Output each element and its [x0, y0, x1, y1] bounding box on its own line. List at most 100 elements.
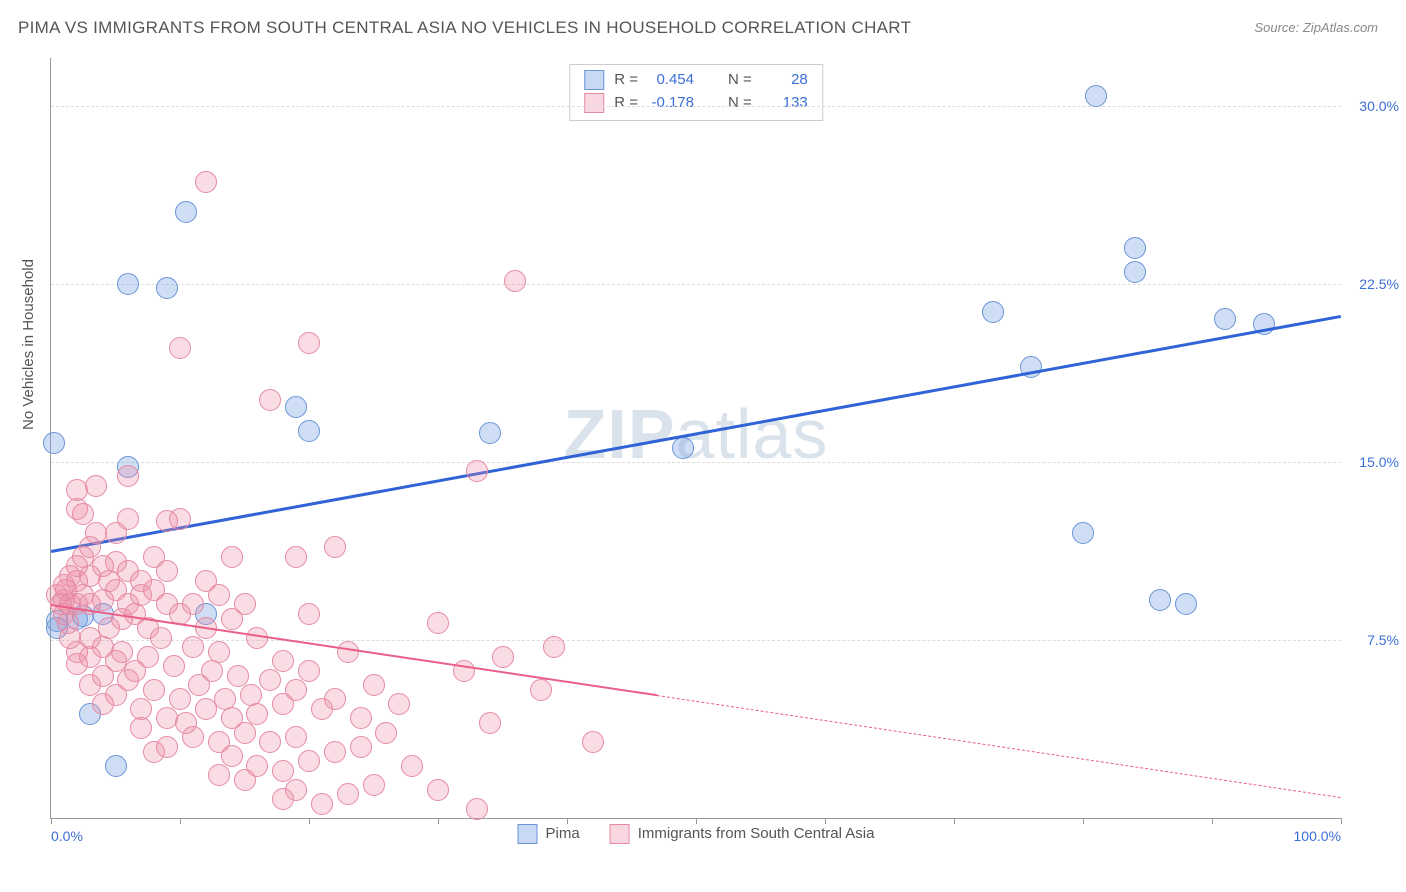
scatter-point-immigrants: [130, 717, 152, 739]
x-tick: [567, 818, 568, 824]
x-tick: [1341, 818, 1342, 824]
scatter-point-immigrants: [150, 627, 172, 649]
legend-series: Pima Immigrants from South Central Asia: [518, 824, 875, 844]
r-label: R =: [614, 92, 638, 115]
scatter-point-immigrants: [246, 755, 268, 777]
scatter-point-pima: [1149, 589, 1171, 611]
scatter-point-pima: [982, 301, 1004, 323]
scatter-point-pima: [105, 755, 127, 777]
x-tick-label: 0.0%: [51, 828, 83, 844]
scatter-point-immigrants: [492, 646, 514, 668]
scatter-point-immigrants: [182, 593, 204, 615]
x-tick: [954, 818, 955, 824]
x-tick: [51, 818, 52, 824]
legend-item-immigrants: Immigrants from South Central Asia: [610, 824, 875, 844]
scatter-point-immigrants: [427, 612, 449, 634]
y-tick-label: 30.0%: [1359, 98, 1399, 114]
scatter-point-immigrants: [272, 760, 294, 782]
scatter-point-immigrants: [227, 665, 249, 687]
scatter-point-immigrants: [285, 546, 307, 568]
scatter-point-immigrants: [582, 731, 604, 753]
scatter-point-immigrants: [311, 793, 333, 815]
scatter-point-pima: [1175, 593, 1197, 615]
r-label: R =: [614, 69, 638, 92]
scatter-point-immigrants: [350, 736, 372, 758]
scatter-point-immigrants: [285, 679, 307, 701]
scatter-point-immigrants: [388, 693, 410, 715]
gridline: [51, 106, 1341, 107]
scatter-point-pima: [298, 420, 320, 442]
scatter-point-pima: [285, 396, 307, 418]
scatter-point-immigrants: [298, 332, 320, 354]
scatter-point-immigrants: [466, 460, 488, 482]
scatter-point-immigrants: [363, 674, 385, 696]
scatter-point-immigrants: [285, 726, 307, 748]
scatter-point-immigrants: [298, 660, 320, 682]
scatter-point-immigrants: [324, 741, 346, 763]
scatter-point-pima: [1124, 261, 1146, 283]
scatter-point-immigrants: [117, 465, 139, 487]
scatter-point-immigrants: [453, 660, 475, 682]
scatter-point-immigrants: [350, 707, 372, 729]
scatter-point-immigrants: [169, 508, 191, 530]
scatter-point-immigrants: [137, 646, 159, 668]
scatter-point-immigrants: [169, 337, 191, 359]
scatter-point-immigrants: [163, 655, 185, 677]
scatter-point-immigrants: [143, 679, 165, 701]
scatter-point-pima: [175, 201, 197, 223]
scatter-point-immigrants: [466, 798, 488, 820]
scatter-point-immigrants: [363, 774, 385, 796]
scatter-point-immigrants: [234, 593, 256, 615]
x-tick-label: 100.0%: [1294, 828, 1341, 844]
scatter-point-immigrants: [169, 688, 191, 710]
scatter-point-pima: [1072, 522, 1094, 544]
scatter-point-pima: [1085, 85, 1107, 107]
chart-title: PIMA VS IMMIGRANTS FROM SOUTH CENTRAL AS…: [18, 18, 911, 38]
x-tick: [180, 818, 181, 824]
scatter-point-immigrants: [201, 660, 223, 682]
scatter-point-pima: [479, 422, 501, 444]
scatter-point-immigrants: [208, 764, 230, 786]
legend-label-immigrants: Immigrants from South Central Asia: [638, 825, 875, 842]
scatter-point-pima: [1214, 308, 1236, 330]
plot-area: ZIPatlas R = 0.454 N = 28 R = -0.178 N =…: [50, 58, 1341, 819]
scatter-point-immigrants: [427, 779, 449, 801]
scatter-point-immigrants: [298, 750, 320, 772]
scatter-point-immigrants: [208, 584, 230, 606]
gridline: [51, 640, 1341, 641]
x-tick: [696, 818, 697, 824]
gridline: [51, 284, 1341, 285]
n-label: N =: [728, 92, 752, 115]
scatter-point-immigrants: [337, 783, 359, 805]
r-value-immigrants: -0.178: [648, 92, 694, 115]
scatter-point-immigrants: [208, 641, 230, 663]
scatter-point-immigrants: [72, 503, 94, 525]
legend-row-immigrants: R = -0.178 N = 133: [584, 92, 808, 115]
scatter-point-immigrants: [479, 712, 501, 734]
scatter-point-immigrants: [182, 726, 204, 748]
y-tick-label: 22.5%: [1359, 276, 1399, 292]
scatter-point-immigrants: [543, 636, 565, 658]
scatter-point-immigrants: [85, 475, 107, 497]
x-tick: [825, 818, 826, 824]
scatter-point-immigrants: [156, 707, 178, 729]
x-tick: [438, 818, 439, 824]
legend-swatch-immigrants-icon: [610, 824, 630, 844]
scatter-point-immigrants: [272, 650, 294, 672]
scatter-point-immigrants: [530, 679, 552, 701]
scatter-point-pima: [117, 273, 139, 295]
y-axis-label: No Vehicles in Household: [20, 259, 37, 430]
scatter-point-immigrants: [298, 603, 320, 625]
scatter-point-immigrants: [259, 669, 281, 691]
n-value-pima: 28: [762, 69, 808, 92]
scatter-point-immigrants: [401, 755, 423, 777]
legend-swatch-pima-icon: [518, 824, 538, 844]
x-tick: [1212, 818, 1213, 824]
scatter-point-immigrants: [324, 688, 346, 710]
scatter-point-immigrants: [195, 171, 217, 193]
scatter-point-pima: [43, 432, 65, 454]
scatter-point-immigrants: [337, 641, 359, 663]
scatter-point-immigrants: [156, 560, 178, 582]
scatter-point-immigrants: [324, 536, 346, 558]
x-tick: [309, 818, 310, 824]
